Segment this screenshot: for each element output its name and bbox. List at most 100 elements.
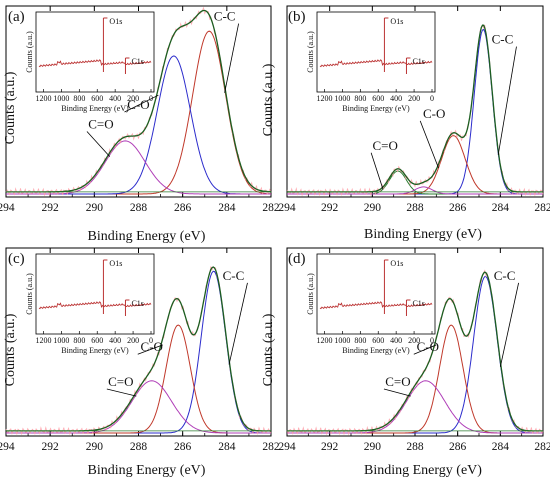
survey-inset: O1s C1s 1200 1000 800 600 400 200 0 Binding Energ…: [306, 253, 436, 355]
panel-a: 294 292 290 288 286 284 282C-CC-OC=O(a)Binding…: [0, 5, 280, 244]
inset-x-tick-label: 800: [354, 94, 366, 103]
inset-label-o1s: O1s: [390, 259, 403, 268]
inset-x-tick-label: 1000: [334, 94, 350, 103]
x-tick-label: 288: [406, 202, 424, 214]
x-tick-label: 294: [0, 441, 15, 453]
peak-leader-line: [228, 282, 248, 365]
inset-x-tick-label: 0: [430, 336, 434, 345]
panel-label: (c): [8, 251, 25, 267]
inset-x-tick-label: 1000: [334, 336, 350, 345]
component-peak-co: [6, 380, 271, 434]
inset-x-tick-label: 800: [73, 94, 85, 103]
peak-label-cc: C-C: [214, 9, 236, 24]
x-tick-label: 282: [262, 441, 280, 453]
x-tick-label: 286: [174, 441, 192, 453]
x-tick-label: 284: [492, 202, 510, 214]
component-peak-co: [287, 380, 543, 434]
inset-x-tick-label: 600: [372, 94, 384, 103]
x-tick-label: 282: [534, 441, 550, 453]
x-tick-label: 294: [278, 202, 296, 214]
inset-x-tick-label: 600: [372, 336, 384, 345]
peak-leader-line: [419, 120, 439, 169]
inset-x-tick-label: 800: [73, 336, 85, 345]
inset-x-tick-label: 1200: [316, 336, 332, 345]
x-tick-label: 290: [86, 441, 104, 453]
inset-frame: [35, 11, 155, 93]
inset-x-tick-label: 200: [127, 94, 139, 103]
x-tick-label: 284: [218, 441, 236, 453]
x-tick-label: 290: [86, 202, 104, 214]
inset-x-tick-label: 400: [109, 94, 121, 103]
inset-x-tick-label: 800: [354, 336, 366, 345]
panel-label: (a): [8, 9, 25, 25]
survey-spectrum-line: [38, 59, 152, 68]
inset-x-tick-label: 600: [91, 94, 103, 103]
y-axis-title: Counts (a.u.): [3, 313, 18, 386]
peak-label-co: C=O: [88, 117, 113, 132]
peak-label-co: C=O: [385, 374, 410, 389]
inset-x-tick-label: 1200: [316, 94, 332, 103]
peak-leader-line: [370, 152, 384, 190]
x-tick-label: 288: [130, 441, 148, 453]
survey-spectrum-line: [38, 301, 152, 310]
x-tick-label: 292: [321, 202, 339, 214]
x-tick-label: 286: [449, 441, 467, 453]
y-axis-title: Counts (a.u.): [261, 313, 276, 386]
x-tick-label: 294: [0, 202, 15, 214]
inset-label-o1s: O1s: [109, 17, 122, 26]
inset-x-tick-label: 400: [109, 336, 121, 345]
peak-leader-line: [124, 94, 159, 113]
survey-inset: O1s C1s 1200 1000 800 600 400 200 0 Binding Energ…: [25, 253, 155, 355]
inset-x-tick-label: 200: [127, 336, 139, 345]
inset-x-tick-label: 400: [390, 94, 402, 103]
x-tick-label: 286: [449, 202, 467, 214]
inset-y-axis-title: Counts (a.u.): [25, 31, 34, 73]
inset-frame: [316, 253, 436, 335]
inset-x-tick-label: 0: [149, 336, 153, 345]
x-tick-label: 286: [174, 202, 192, 214]
component-peak-co: [6, 140, 271, 195]
inset-x-axis-title: Binding Energy (eV): [61, 104, 129, 113]
inset-label-o1s: O1s: [390, 17, 403, 26]
x-tick-label: 288: [130, 202, 148, 214]
panel-b: 294 292 290 288 286 284 282 C-C C-O C=O (b) Binding…: [261, 5, 550, 242]
peak-label-co: C-O: [423, 106, 445, 121]
peak-leader-line: [137, 344, 163, 355]
x-tick-label: 292: [321, 441, 339, 453]
inset-x-axis-title: Binding Energy (eV): [61, 346, 129, 355]
inset-label-o1s: O1s: [109, 259, 122, 268]
inset-label-c1s: C1s: [131, 299, 143, 308]
peak-label-cc: C-C: [492, 32, 514, 47]
x-tick-label: 292: [42, 202, 60, 214]
inset-x-tick-label: 1000: [53, 336, 69, 345]
inset-x-tick-label: 1200: [35, 336, 51, 345]
x-tick-label: 290: [364, 441, 382, 453]
x-tick-label: 292: [42, 441, 60, 453]
peak-label-co: C-O: [141, 339, 163, 354]
x-tick-label: 284: [218, 202, 236, 214]
inset-y-axis-title: Counts (a.u.): [306, 31, 315, 73]
survey-inset: O1s C1s 1200 1000 800 600 400 200 0 Binding Energ…: [25, 11, 155, 113]
peak-leader-line: [413, 344, 437, 355]
peak-leader-line: [224, 23, 240, 93]
x-axis-title: Binding Energy (eV): [364, 227, 482, 242]
panel-label: (d): [288, 251, 306, 267]
inset-x-tick-label: 0: [149, 94, 153, 103]
panel-c: 294 292 290 288 286 284 282 C-C C-O C=O (c) Binding…: [0, 247, 280, 478]
survey-spectrum-line: [319, 59, 433, 68]
x-axis-title: Binding Energy (eV): [364, 463, 482, 478]
x-tick-label: 282: [534, 202, 550, 214]
inset-x-tick-label: 600: [91, 336, 103, 345]
inset-x-tick-label: 200: [408, 336, 420, 345]
x-tick-label: 294: [278, 441, 296, 453]
peak-label-co: C=O: [108, 374, 133, 389]
y-axis-title: Counts (a.u.): [261, 63, 276, 136]
peak-label-cc: C-C: [494, 268, 516, 283]
inset-label-c1s: C1s: [412, 299, 424, 308]
panel-d: 294 292 290 288 286 284 282C-CC-OC=O(d)Binding…: [261, 247, 550, 478]
inset-label-c1s: C1s: [131, 57, 143, 66]
inset-x-axis-title: Binding Energy (eV): [342, 346, 410, 355]
inset-y-axis-title: Counts (a.u.): [25, 273, 34, 315]
panel-label: (b): [288, 9, 306, 25]
